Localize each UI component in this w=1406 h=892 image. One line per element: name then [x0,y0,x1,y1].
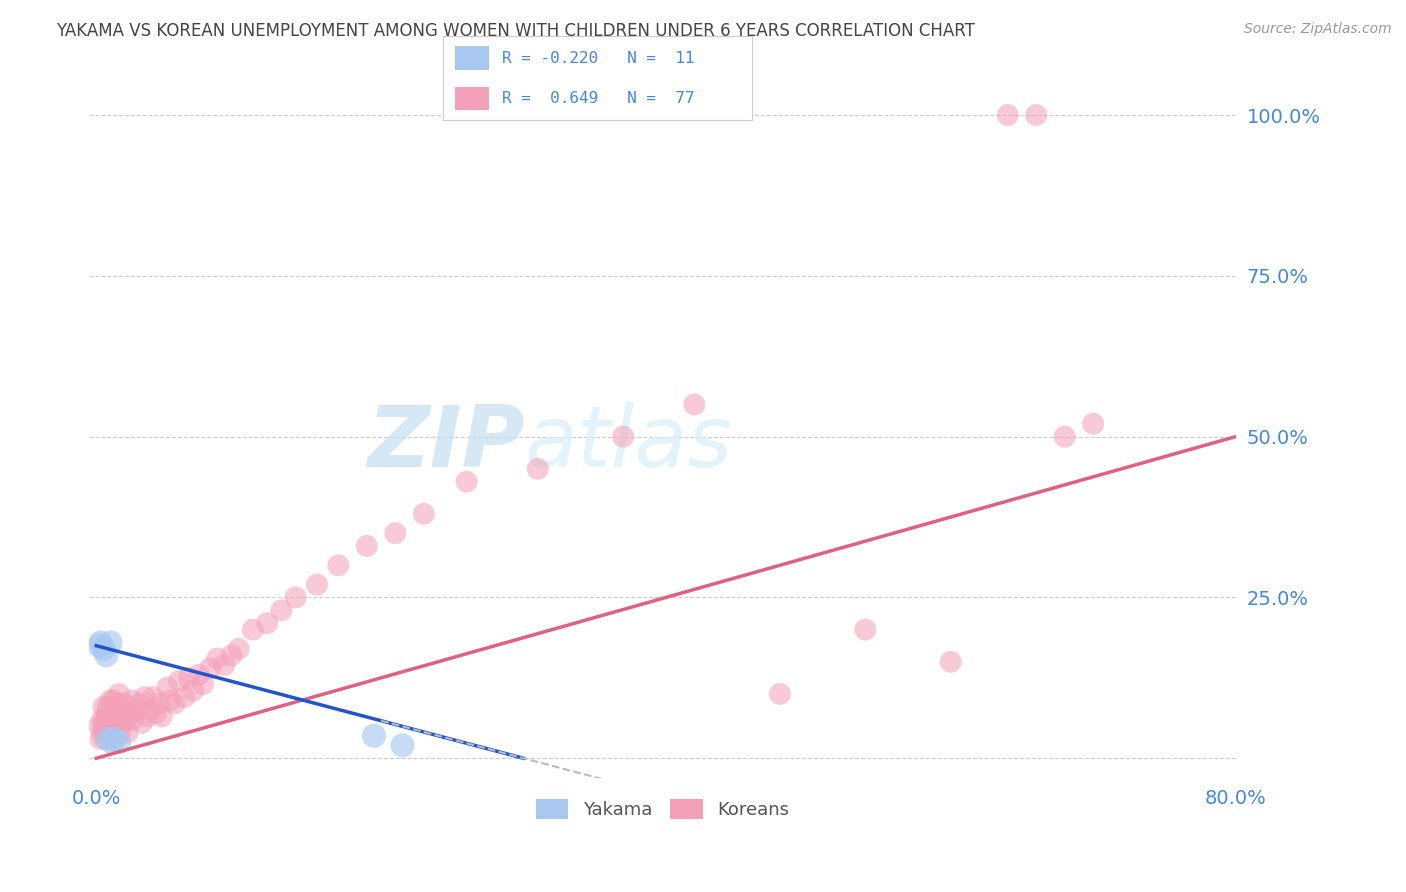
Legend: Yakama, Koreans: Yakama, Koreans [529,791,796,827]
Point [134,690,156,705]
Point [101,735,124,749]
Point [111,706,134,721]
Text: atlas: atlas [524,401,733,484]
Point [112,715,135,730]
Point [89,719,111,733]
Point [98,713,121,727]
Point [412,507,434,521]
Point [384,526,406,541]
Point [284,591,307,605]
Bar [456,45,489,70]
Point [221,648,243,663]
Point [96,706,118,721]
Point [207,651,229,665]
Point [173,690,195,705]
Point [163,697,186,711]
Point [115,713,138,727]
Point [100,635,122,649]
Point [96,648,118,663]
Point [142,690,165,705]
Point [1083,417,1105,431]
Point [148,697,170,711]
Point [526,462,548,476]
Point [177,671,200,685]
Point [120,706,142,721]
Point [103,693,125,707]
Point [117,725,139,739]
Point [612,430,634,444]
Point [131,715,153,730]
Point [139,703,162,717]
Text: YAKAMA VS KOREAN UNEMPLOYMENT AMONG WOMEN WITH CHILDREN UNDER 6 YEARS CORRELATIO: YAKAMA VS KOREAN UNEMPLOYMENT AMONG WOME… [56,22,976,40]
Point [114,697,136,711]
Point [200,661,222,675]
Point [97,699,120,714]
Point [214,658,236,673]
Point [1053,430,1076,444]
Point [94,731,117,746]
Point [156,681,179,695]
Point [159,693,181,707]
Point [356,539,378,553]
Point [305,577,328,591]
Point [167,674,190,689]
Point [456,475,478,489]
Point [93,699,115,714]
Point [125,703,148,717]
Point [128,697,150,711]
Point [187,667,209,681]
Text: Source: ZipAtlas.com: Source: ZipAtlas.com [1244,22,1392,37]
Point [107,697,129,711]
Point [100,693,122,707]
Point [108,687,131,701]
Point [145,706,167,721]
Point [90,731,112,746]
Point [270,603,292,617]
Point [94,713,117,727]
Point [89,639,111,653]
Point [683,397,706,411]
Point [191,677,214,691]
Point [121,693,143,707]
Point [853,623,876,637]
Point [91,725,114,739]
Text: ZIP: ZIP [367,401,524,484]
Point [108,713,131,727]
Point [97,719,120,733]
Point [228,641,250,656]
Point [101,706,124,721]
Point [104,731,127,746]
Point [105,703,128,717]
Point [96,725,118,739]
Point [256,616,278,631]
Point [328,558,350,573]
Point [101,725,124,739]
Point [103,713,125,727]
Point [939,655,962,669]
Point [391,739,413,753]
Point [769,687,792,701]
Point [91,713,114,727]
Point [181,683,204,698]
Point [104,719,127,733]
Point [136,709,159,723]
Point [110,725,132,739]
Point [93,719,115,733]
Point [122,713,145,727]
Point [242,623,264,637]
Point [90,635,112,649]
Point [997,108,1019,122]
Bar [456,87,489,111]
Point [1025,108,1047,122]
Point [97,731,120,746]
Text: R = -0.220   N =  11: R = -0.220 N = 11 [502,51,695,66]
Point [150,709,173,723]
Point [93,641,115,656]
Point [363,729,385,743]
Point [100,719,122,733]
Point [108,735,131,749]
Text: R =  0.649   N =  77: R = 0.649 N = 77 [502,91,695,106]
